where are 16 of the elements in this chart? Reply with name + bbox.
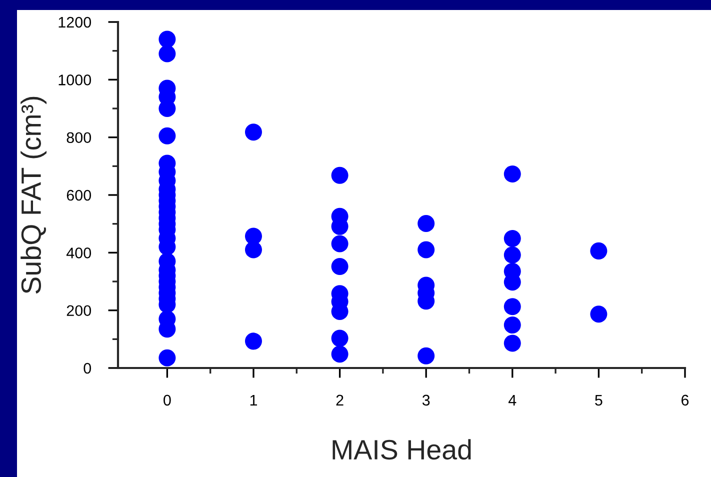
y-tick-label: 200 [66,305,92,316]
x-axis-title: MAIS Head [332,439,471,460]
y-tick-label: 1000 [58,74,92,86]
x-tick-label: 2 [336,394,344,406]
y-tick-label: 600 [66,190,92,201]
y-tick-label: 400 [66,248,92,258]
y-tick-label: 800 [66,132,92,144]
x-tick-label: 3 [422,394,430,406]
x-tick-label: 6 [682,394,689,406]
x-tick-label: 5 [595,394,602,406]
x-tick-label: 1 [250,394,257,406]
y-axis-title: SubQ FAT (cm³) [20,96,47,294]
x-tick-label: 0 [164,394,171,406]
x-tick-label: 4 [508,394,516,406]
y-tick-label: 1200 [58,16,92,28]
y-tick-label: 0 [84,362,92,374]
